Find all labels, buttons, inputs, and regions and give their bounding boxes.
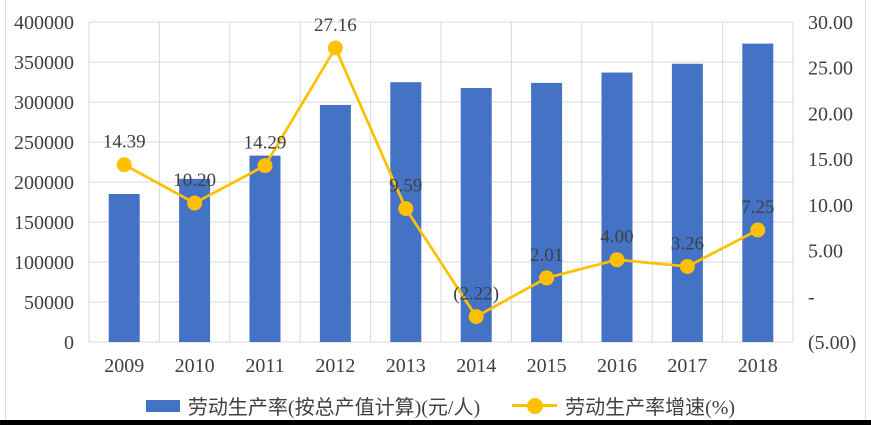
growth-line xyxy=(123,44,759,319)
x-axis-label-2010: 2010 xyxy=(175,355,215,377)
bar-2017 xyxy=(671,63,703,342)
left-axis-tick: 100000 xyxy=(14,252,74,274)
right-axis-tick: 30.00 xyxy=(808,12,853,34)
growth-point-label-2018: 7.25 xyxy=(741,197,774,218)
growth-point-label-2011: 14.29 xyxy=(244,133,287,154)
growth-marker-2009 xyxy=(116,157,132,173)
left-axis-tick: 150000 xyxy=(14,212,74,234)
x-axis-label-2011: 2011 xyxy=(245,355,284,377)
line-series-swatch-icon xyxy=(512,397,558,414)
bar-2012 xyxy=(319,104,351,343)
growth-marker-2017 xyxy=(679,258,695,274)
right-axis-tick: - xyxy=(808,286,815,308)
bar-2016 xyxy=(601,72,633,342)
bar-2011 xyxy=(249,155,281,342)
left-axis-tick: 50000 xyxy=(24,292,74,314)
left-axis-tick: 200000 xyxy=(14,172,74,194)
right-axis-tick: 25.00 xyxy=(808,58,853,80)
right-axis-tick: 20.00 xyxy=(808,103,853,125)
combo-chart: 0 50000 100000 150000 200000 250000 300000 3500… xyxy=(14,12,856,377)
bar-series-swatch-icon xyxy=(145,399,180,412)
table-cell-border-right xyxy=(865,0,866,420)
x-axis-label-2018: 2018 xyxy=(738,355,778,377)
left-axis-tick: 400000 xyxy=(14,12,74,34)
right-axis-tick: 10.00 xyxy=(808,195,853,217)
growth-marker-2015 xyxy=(539,270,555,286)
growth-point-label-2017: 3.26 xyxy=(671,233,704,254)
left-axis-tick: 300000 xyxy=(14,92,74,114)
growth-marker-2014 xyxy=(468,309,484,325)
x-axis-label-2014: 2014 xyxy=(456,355,496,377)
bar-2018 xyxy=(742,43,774,342)
x-axis-label-2009: 2009 xyxy=(104,355,144,377)
growth-marker-2013 xyxy=(398,201,414,217)
right-axis-tick: 5.00 xyxy=(808,241,843,263)
left-axis-tick: 350000 xyxy=(14,52,74,74)
legend-label-growth: 劳动生产率增速(%) xyxy=(565,397,736,419)
legend-item-growth: 劳动生产率增速(%) xyxy=(512,391,735,420)
legend-label-productivity: 劳动生产率(按总产值计算)(元/人) xyxy=(187,397,481,419)
right-axis-tick: 15.00 xyxy=(808,149,853,171)
growth-point-label-2012: 27.16 xyxy=(314,15,357,36)
left-axis-tick: 0 xyxy=(64,332,74,354)
growth-marker-2018 xyxy=(750,222,766,238)
growth-point-label-2010: 10.20 xyxy=(173,170,216,191)
left-axis-tick: 250000 xyxy=(14,132,74,154)
growth-point-label-2015: 2.01 xyxy=(530,245,563,266)
line-marker-dot-icon xyxy=(526,397,543,414)
growth-point-label-2013: 9.59 xyxy=(389,176,422,197)
table-cell-border-left xyxy=(5,0,6,420)
legend-item-productivity: 劳动生产率(按总产值计算)(元/人) xyxy=(145,391,481,420)
x-axis-label-2016: 2016 xyxy=(597,355,637,377)
growth-marker-2016 xyxy=(609,252,625,268)
growth-point-label-2016: 4.00 xyxy=(600,227,633,248)
growth-marker-2010 xyxy=(187,195,203,211)
x-axis-label-2015: 2015 xyxy=(527,355,567,377)
right-axis-tick: (5.00) xyxy=(808,332,856,354)
growth-point-label-2009: 14.39 xyxy=(103,132,146,153)
growth-marker-2011 xyxy=(257,158,273,174)
bar-2009 xyxy=(108,194,140,342)
table-bottom-rule xyxy=(0,420,871,425)
x-axis-label-2012: 2012 xyxy=(315,355,355,377)
growth-point-label-2014: (2.22) xyxy=(453,284,499,305)
chart-legend: 劳动生产率(按总产值计算)(元/人) 劳动生产率增速(%) xyxy=(5,391,871,420)
x-axis-label-2017: 2017 xyxy=(667,355,707,377)
growth-marker-2012 xyxy=(327,40,343,56)
x-axis-label-2013: 2013 xyxy=(386,355,426,377)
bar-2015 xyxy=(531,82,563,342)
